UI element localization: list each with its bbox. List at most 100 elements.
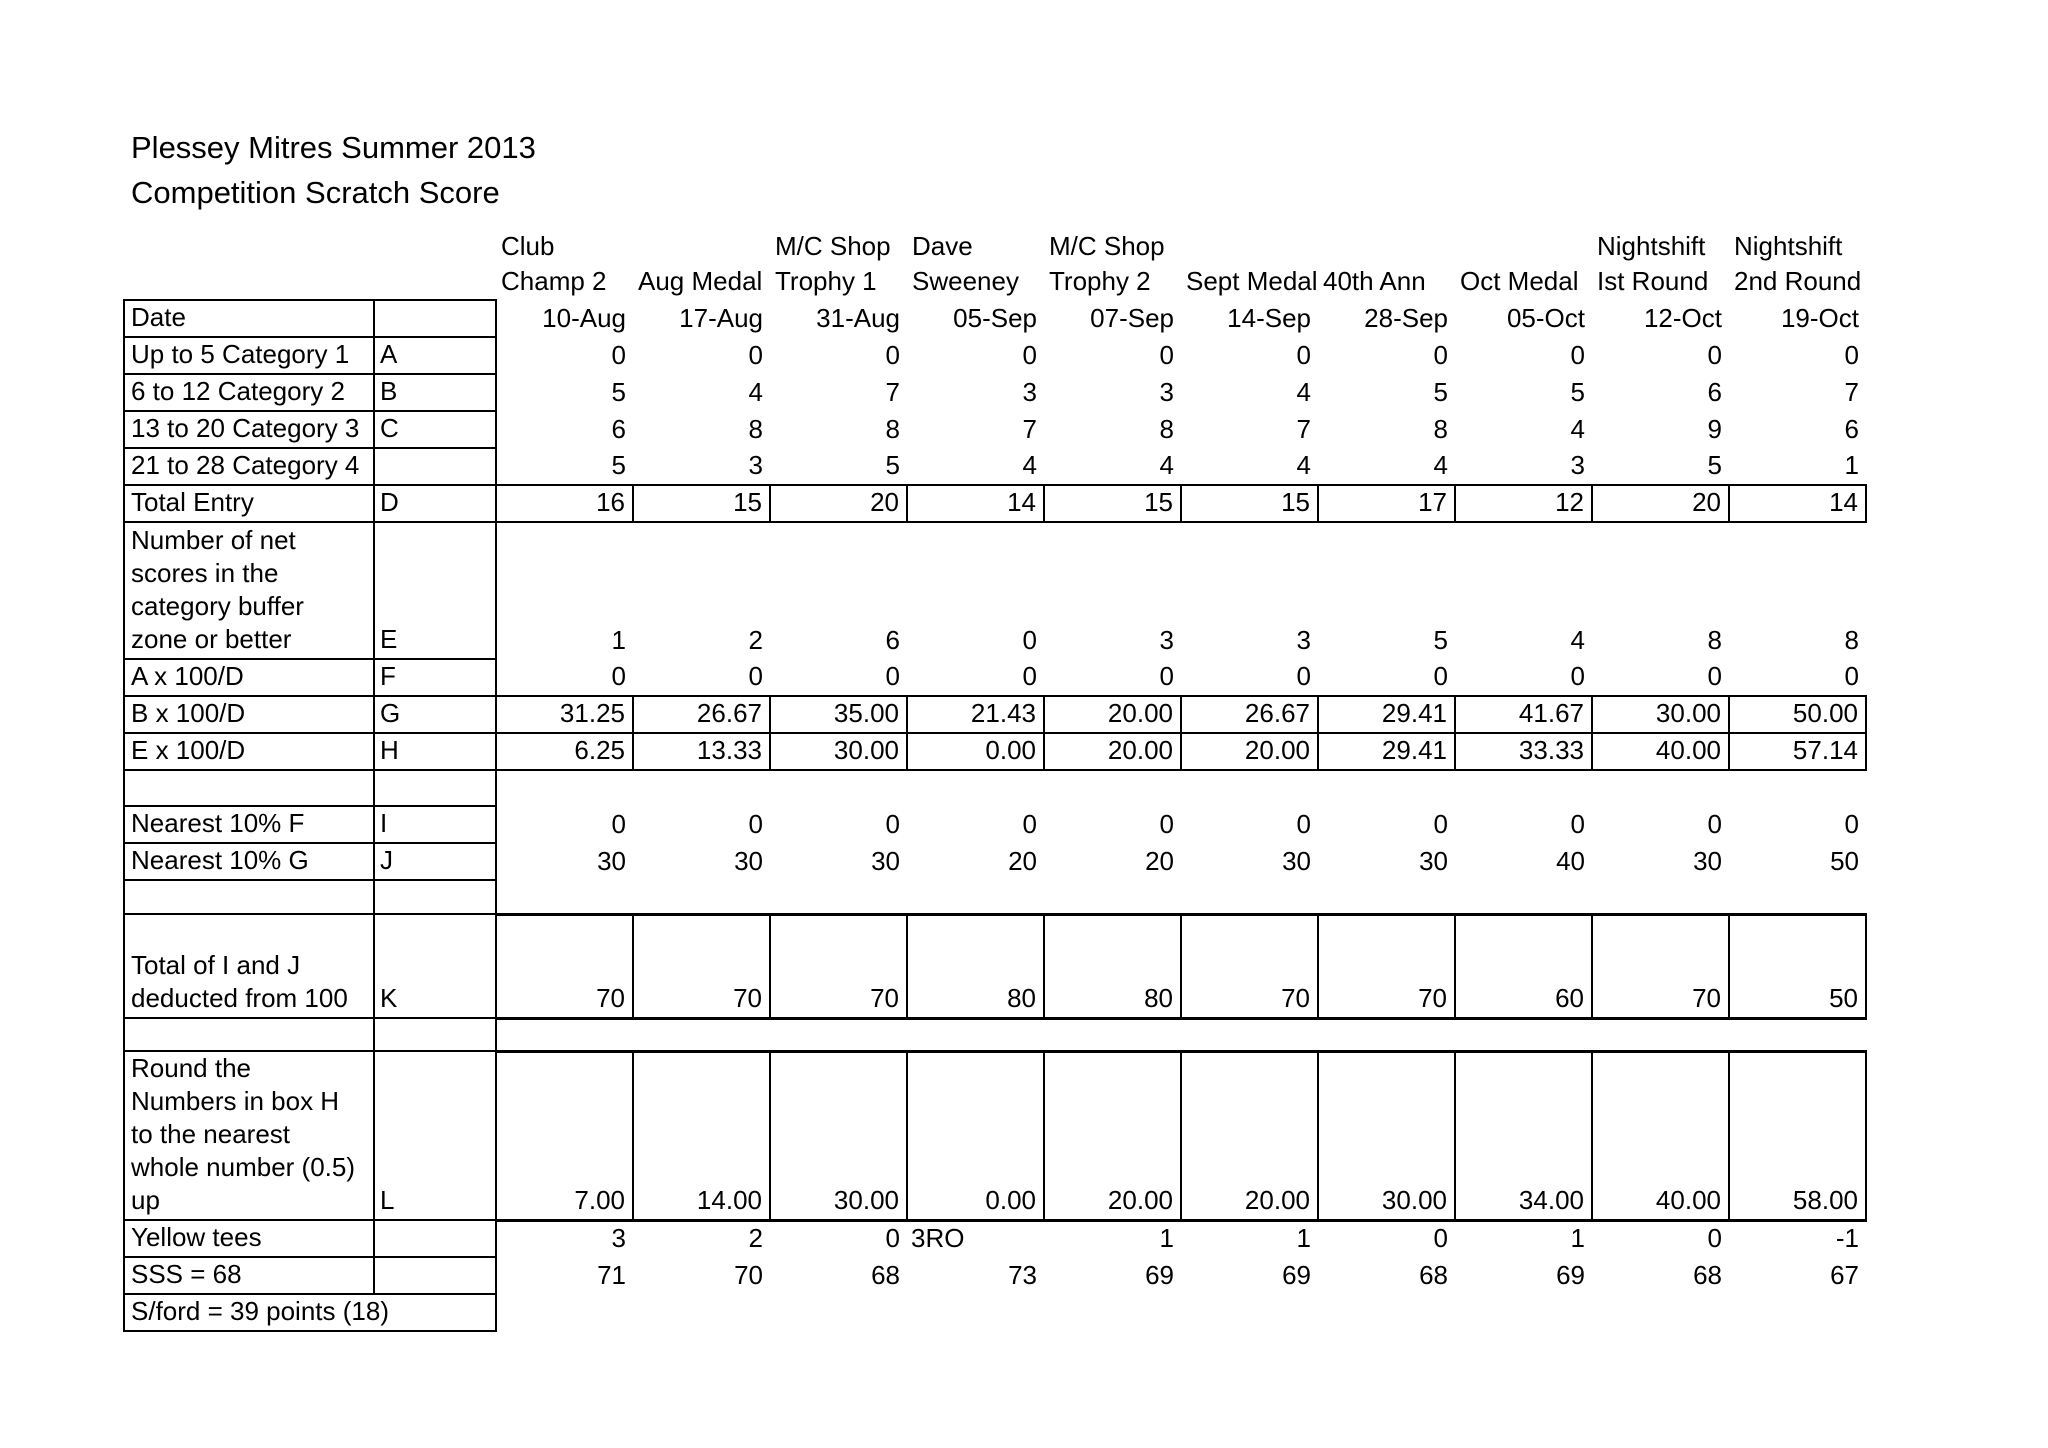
row-letter (373, 769, 497, 807)
cell: 70 (1317, 912, 1456, 1020)
cell: 41.67 (1454, 695, 1593, 734)
cell: 5 (611, 377, 626, 407)
cell: 30 (1693, 846, 1722, 876)
cell: 80 (1043, 912, 1182, 1020)
column-header (1181, 230, 1318, 265)
cell: 14 (1728, 484, 1867, 523)
cell: 14.00 (632, 1049, 771, 1222)
cell: 3 (1159, 377, 1174, 407)
cell: 26.67 (1180, 695, 1319, 734)
cell: 15 (632, 484, 771, 523)
cell: 0 (885, 1223, 900, 1253)
column-header: Dave (912, 231, 973, 261)
cell: 57.14 (1728, 732, 1867, 771)
cell: 0 (1159, 809, 1174, 839)
cell: 4 (1296, 450, 1311, 480)
row-letter (373, 299, 497, 338)
cell: 50 (1830, 846, 1859, 876)
cell: 70 (734, 1260, 763, 1290)
cell: 0 (1433, 340, 1448, 370)
cell: 0 (748, 661, 763, 691)
cell: 0 (1707, 340, 1722, 370)
cell: 6 (885, 625, 900, 655)
cell: 20.00 (1043, 732, 1182, 771)
cell: 7 (1844, 377, 1859, 407)
cell: 4 (1022, 450, 1037, 480)
cell: 29.41 (1317, 732, 1456, 771)
table-row: Total of I and J deducted from 100 K 70 70 7… (123, 912, 1867, 1020)
row-label: Date (123, 299, 375, 338)
cell: 12 (1454, 484, 1593, 523)
cell: 5 (611, 450, 626, 480)
empty-values (496, 1294, 1866, 1331)
cell: 20.00 (1180, 732, 1319, 771)
column-header: Nightshift (1597, 231, 1706, 261)
cell: 0 (1296, 340, 1311, 370)
cell: 9 (1707, 414, 1722, 444)
column-header: Ist Round (1597, 266, 1709, 296)
column-header (1455, 230, 1592, 265)
cell: 70 (1591, 912, 1730, 1020)
cell: 20 (1591, 484, 1730, 523)
cell: 0 (748, 809, 763, 839)
row-label (123, 879, 375, 915)
cell: 0 (1844, 661, 1859, 691)
cell: 3 (611, 1223, 626, 1253)
row-letter: B (373, 373, 497, 412)
cell: 69 (1556, 1260, 1585, 1290)
row-label: A x 100/D (123, 658, 375, 697)
cell: 69 (1282, 1260, 1311, 1290)
row-label: Total of I and J deducted from 100 (123, 913, 375, 1019)
column-header: 40th Ann (1323, 266, 1426, 296)
table-row (123, 769, 1866, 807)
page-subtitle: Competition Scratch Score (131, 175, 500, 210)
table-row: Nearest 10% G J 30 30 30 20 20 30 30 40 30 50 (123, 842, 1866, 881)
row-letter: A (373, 336, 497, 375)
row-letter: J (373, 842, 497, 881)
column-header: Club (501, 231, 555, 261)
cell: 17-Aug (679, 303, 763, 333)
column-header: M/C Shop (1049, 231, 1165, 261)
cell: 68 (1693, 1260, 1722, 1290)
row-label: E x 100/D (123, 732, 375, 771)
cell: 6.25 (495, 732, 634, 771)
cell: 15 (1043, 484, 1182, 523)
cell: 0 (885, 661, 900, 691)
cell: 60 (1454, 912, 1593, 1020)
cell: 40 (1556, 846, 1585, 876)
row-letter (373, 1256, 497, 1295)
table-row: Date 10-Aug 17-Aug 31-Aug 05-Sep 07-Sep 14-Sep… (123, 299, 1866, 338)
cell: 10-Aug (542, 303, 626, 333)
cell: 26.67 (632, 695, 771, 734)
row-letter: K (373, 913, 497, 1019)
cell: 21.43 (906, 695, 1045, 734)
cell: 40.00 (1591, 732, 1730, 771)
cell: 0.00 (906, 732, 1045, 771)
cell: 0 (1433, 1223, 1448, 1253)
row-label: Yellow tees (123, 1219, 375, 1258)
column-header: Oct Medal (1460, 266, 1579, 296)
cell: 0 (1022, 625, 1037, 655)
cell: 35.00 (769, 695, 908, 734)
cell: 68 (1419, 1260, 1448, 1290)
cell: 1 (611, 625, 626, 655)
cell: 6 (611, 414, 626, 444)
cell: 19-Oct (1780, 303, 1859, 333)
row-letter: D (373, 484, 497, 523)
cell: 30 (871, 846, 900, 876)
cell: -1 (1835, 1223, 1859, 1253)
cell: 0 (611, 340, 626, 370)
title-block: Plessey Mitres Summer 2013 Competition S… (131, 125, 536, 215)
row-letter (373, 1017, 497, 1052)
column-header: Sept Medal (1186, 266, 1318, 296)
column-header: 2nd Round (1734, 266, 1862, 296)
cell: 3 (1570, 450, 1585, 480)
cell: 67 (1830, 1260, 1859, 1290)
cell: 5 (1433, 625, 1448, 655)
score-table: Club M/C Shop Dave M/C Shop Nightshift Nights… (123, 230, 1867, 1332)
cell: 29.41 (1317, 695, 1456, 734)
cell: 0 (1707, 1223, 1722, 1253)
cell: 0 (1844, 809, 1859, 839)
cell: 30 (1419, 846, 1448, 876)
